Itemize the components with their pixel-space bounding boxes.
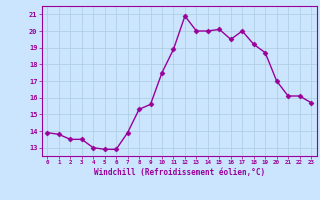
X-axis label: Windchill (Refroidissement éolien,°C): Windchill (Refroidissement éolien,°C) xyxy=(94,168,265,177)
